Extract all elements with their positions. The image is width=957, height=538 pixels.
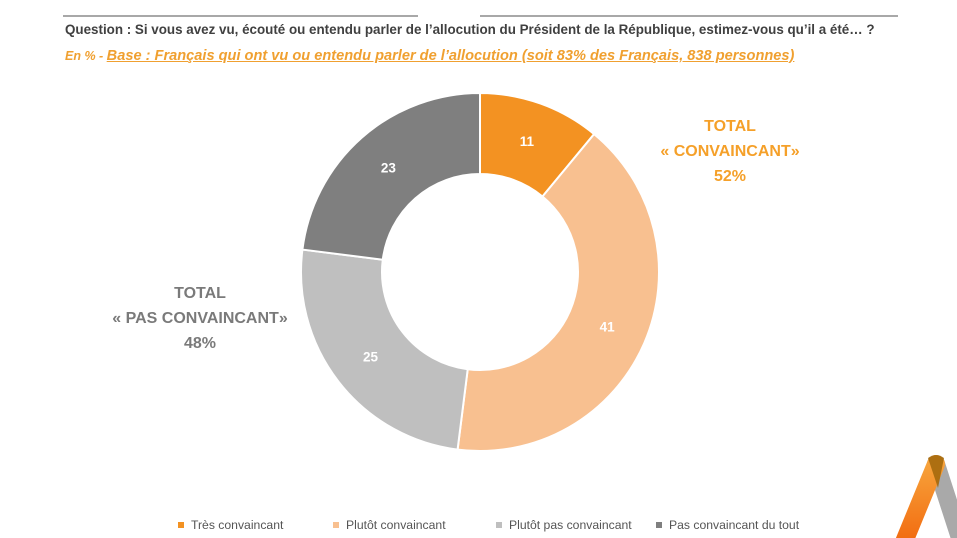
total-convaincant-annotation: TOTAL « CONVAINCANT» 52% [640, 114, 820, 189]
legend-item: Plutôt convaincant [333, 518, 446, 532]
total-convaincant-line1: TOTAL [704, 118, 756, 135]
legend-swatch [656, 522, 662, 528]
question-text: Question : Si vous avez vu, écouté ou en… [65, 22, 875, 37]
legend-label: Plutôt pas convaincant [509, 518, 632, 532]
base-text: Base : Français qui ont vu ou entendu pa… [106, 48, 795, 64]
total-pas-convaincant-annotation: TOTAL « PAS CONVAINCANT» 48% [80, 281, 320, 356]
donut-segment [456, 132, 660, 452]
donut-data-label: 11 [520, 134, 535, 149]
legend-item: Plutôt pas convaincant [496, 518, 632, 532]
legend-item: Pas convaincant du tout [656, 518, 799, 532]
chart-legend: Très convaincant Plutôt convaincant Plut… [0, 518, 957, 536]
brand-logo-icon [895, 455, 957, 538]
total-pas-convaincant-value: 48% [183, 335, 217, 352]
header-rule [480, 15, 898, 17]
header-rule [63, 15, 418, 17]
legend-swatch [496, 522, 502, 528]
donut-data-label: 25 [363, 349, 379, 364]
donut-segment [301, 91, 481, 261]
legend-swatch [178, 522, 184, 528]
total-convaincant-value: 52% [713, 168, 747, 185]
total-convaincant-line2: « CONVAINCANT» [660, 143, 800, 160]
total-pas-convaincant-line1: TOTAL [174, 285, 226, 302]
legend-label: Pas convaincant du tout [669, 518, 800, 532]
total-pas-convaincant-line2: « PAS CONVAINCANT» [112, 310, 288, 327]
donut-data-label: 23 [381, 161, 397, 176]
donut-segment [300, 248, 469, 451]
legend-label: Très convaincant [191, 518, 284, 532]
base-prefix: En % - [65, 49, 107, 63]
donut-segments [300, 91, 660, 452]
donut-labels: 11 41 25 23 [363, 134, 615, 364]
legend-item: Très convaincant [178, 518, 283, 532]
legend-label: Plutôt convaincant [346, 518, 446, 532]
legend-swatch [333, 522, 339, 528]
donut-data-label: 41 [600, 320, 616, 335]
base-line: En % - Base : Français qui ont vu ou ent… [65, 48, 794, 64]
